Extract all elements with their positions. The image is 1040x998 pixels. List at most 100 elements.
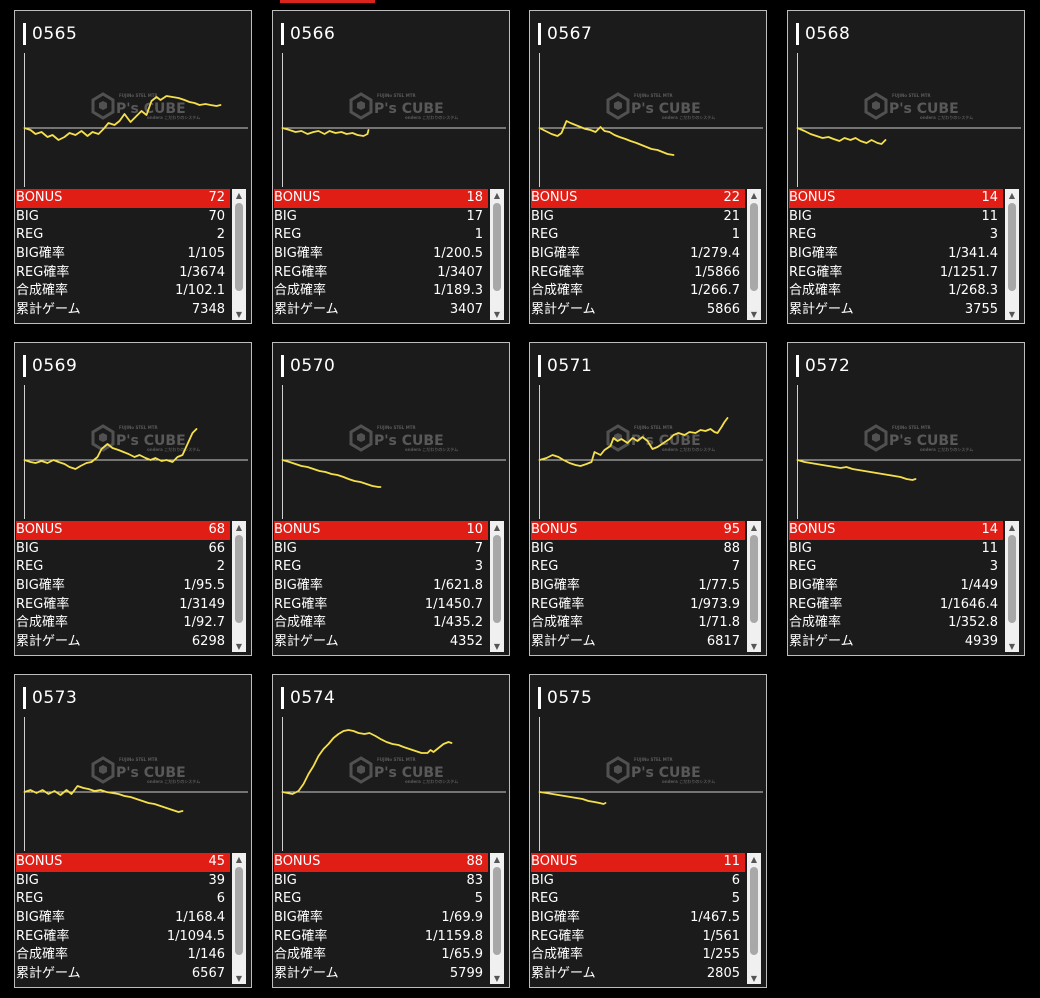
scrollbar-thumb[interactable] bbox=[493, 203, 501, 291]
scroll-up-arrow-icon[interactable]: ▲ bbox=[1008, 522, 1016, 532]
machine-card-0569[interactable]: 0569 P's CUBE FUJINo STEL MTR ondera こだわ… bbox=[14, 342, 252, 656]
scrollbar-thumb[interactable] bbox=[750, 535, 758, 623]
scroll-up-arrow-icon[interactable]: ▲ bbox=[750, 854, 758, 864]
stats-table: BONUS 45 BIG 39 REG 6 BIG確率 1/168.4 REG確率 1/1… bbox=[16, 853, 230, 984]
stats-scrollbar[interactable]: ▲ ▼ bbox=[747, 189, 761, 320]
machine-card-0566[interactable]: 0566 P's CUBE FUJINo STEL MTR ondera こだわ… bbox=[272, 10, 510, 324]
scrollbar-thumb[interactable] bbox=[235, 867, 243, 955]
scroll-up-arrow-icon[interactable]: ▲ bbox=[235, 854, 243, 864]
label-big: BIG bbox=[16, 208, 39, 224]
scroll-down-arrow-icon[interactable]: ▼ bbox=[750, 973, 758, 983]
row-big: BIG 88 bbox=[531, 540, 745, 559]
machine-number: 0572 bbox=[805, 356, 851, 376]
value-bonus: 72 bbox=[208, 190, 225, 205]
slump-graph: P's CUBE FUJINo STEL MTR ondera こだわりのシステ… bbox=[538, 717, 763, 851]
scroll-down-arrow-icon[interactable]: ▼ bbox=[1008, 641, 1016, 651]
scroll-up-arrow-icon[interactable]: ▲ bbox=[493, 522, 501, 532]
row-reg-rate: REG確率 1/1159.8 bbox=[274, 928, 488, 947]
title-accent-bar bbox=[538, 687, 541, 709]
watermark-brand: P's CUBE bbox=[631, 765, 701, 781]
row-big-rate: BIG確率 1/95.5 bbox=[16, 577, 230, 596]
scroll-down-arrow-icon[interactable]: ▼ bbox=[235, 309, 243, 319]
row-big: BIG 17 bbox=[274, 208, 488, 227]
label-bonus: BONUS bbox=[789, 522, 836, 537]
label-bonus: BONUS bbox=[789, 190, 836, 205]
stats-table: BONUS 10 BIG 7 REG 3 BIG確率 1/621.8 REG確率 1/14… bbox=[274, 521, 488, 652]
scroll-down-arrow-icon[interactable]: ▼ bbox=[493, 973, 501, 983]
stats-scrollbar[interactable]: ▲ ▼ bbox=[1005, 189, 1019, 320]
scroll-up-arrow-icon[interactable]: ▲ bbox=[493, 190, 501, 200]
cube-logo-icon bbox=[864, 92, 888, 120]
scroll-down-arrow-icon[interactable]: ▼ bbox=[750, 641, 758, 651]
cube-logo-icon bbox=[91, 424, 115, 452]
machine-card-0570[interactable]: 0570 P's CUBE FUJINo STEL MTR ondera こだわ… bbox=[272, 342, 510, 656]
label-total-games: 累計ゲーム bbox=[274, 302, 339, 318]
row-reg: REG 5 bbox=[531, 890, 745, 909]
scroll-up-arrow-icon[interactable]: ▲ bbox=[1008, 190, 1016, 200]
value-big: 11 bbox=[981, 208, 998, 224]
label-big-rate: BIG確率 bbox=[274, 910, 323, 926]
watermark-top-text: FUJINo STEL MTR bbox=[119, 757, 158, 762]
value-combined-rate: 1/189.3 bbox=[433, 283, 483, 299]
stats-scrollbar[interactable]: ▲ ▼ bbox=[232, 189, 246, 320]
scroll-up-arrow-icon[interactable]: ▲ bbox=[235, 190, 243, 200]
scroll-down-arrow-icon[interactable]: ▼ bbox=[493, 641, 501, 651]
machine-card-0575[interactable]: 0575 P's CUBE FUJINo STEL MTR ondera こだわ… bbox=[529, 674, 767, 988]
machine-card-0571[interactable]: 0571 P's CUBE FUJINo STEL MTR ondera こだわ… bbox=[529, 342, 767, 656]
stats-scrollbar[interactable]: ▲ ▼ bbox=[490, 853, 504, 984]
label-total-games: 累計ゲーム bbox=[789, 302, 854, 318]
row-combined-rate: 合成確率 1/102.1 bbox=[16, 282, 230, 301]
machine-card-0573[interactable]: 0573 P's CUBE FUJINo STEL MTR ondera こだわ… bbox=[14, 674, 252, 988]
stats-scrollbar[interactable]: ▲ ▼ bbox=[232, 853, 246, 984]
stats-scrollbar[interactable]: ▲ ▼ bbox=[490, 189, 504, 320]
stats-scrollbar[interactable]: ▲ ▼ bbox=[232, 521, 246, 652]
scrollbar-thumb[interactable] bbox=[1008, 203, 1016, 291]
machine-card-0574[interactable]: 0574 P's CUBE FUJINo STEL MTR ondera こだわ… bbox=[272, 674, 510, 988]
stats-scrollbar[interactable]: ▲ ▼ bbox=[1005, 521, 1019, 652]
watermark-brand: P's CUBE bbox=[374, 101, 444, 117]
stats-scrollbar[interactable]: ▲ ▼ bbox=[747, 853, 761, 984]
slump-line bbox=[538, 120, 675, 156]
scroll-up-arrow-icon[interactable]: ▲ bbox=[235, 522, 243, 532]
scrollbar-thumb[interactable] bbox=[235, 535, 243, 623]
value-big: 11 bbox=[981, 540, 998, 556]
scroll-down-arrow-icon[interactable]: ▼ bbox=[493, 309, 501, 319]
value-reg-rate: 1/1159.8 bbox=[424, 928, 483, 944]
pscube-watermark: P's CUBE FUJINo STEL MTR ondera こだわりのシステ… bbox=[349, 92, 458, 120]
stats-scrollbar[interactable]: ▲ ▼ bbox=[747, 521, 761, 652]
scroll-down-arrow-icon[interactable]: ▼ bbox=[235, 641, 243, 651]
machine-card-0565[interactable]: 0565 P's CUBE FUJINo STEL MTR ondera こだわ… bbox=[14, 10, 252, 324]
label-bonus: BONUS bbox=[274, 190, 321, 205]
scrollbar-thumb[interactable] bbox=[493, 535, 501, 623]
machine-title: 0569 bbox=[23, 355, 77, 377]
machine-card-0568[interactable]: 0568 P's CUBE FUJINo STEL MTR ondera こだわ… bbox=[787, 10, 1025, 324]
row-reg: REG 3 bbox=[274, 558, 488, 577]
row-big-rate: BIG確率 1/279.4 bbox=[531, 245, 745, 264]
machine-title: 0573 bbox=[23, 687, 77, 709]
scroll-up-arrow-icon[interactable]: ▲ bbox=[750, 522, 758, 532]
row-bonus: BONUS 22 bbox=[531, 189, 745, 208]
scrollbar-thumb[interactable] bbox=[750, 203, 758, 291]
value-reg: 2 bbox=[216, 227, 225, 243]
row-combined-rate: 合成確率 1/255 bbox=[531, 946, 745, 965]
row-big-rate: BIG確率 1/467.5 bbox=[531, 909, 745, 928]
scroll-down-arrow-icon[interactable]: ▼ bbox=[750, 309, 758, 319]
machine-card-0572[interactable]: 0572 P's CUBE FUJINo STEL MTR ondera こだわ… bbox=[787, 342, 1025, 656]
machine-card-0567[interactable]: 0567 P's CUBE FUJINo STEL MTR ondera こだわ… bbox=[529, 10, 767, 324]
stats-scrollbar[interactable]: ▲ ▼ bbox=[490, 521, 504, 652]
scroll-up-arrow-icon[interactable]: ▲ bbox=[750, 190, 758, 200]
scrollbar-thumb[interactable] bbox=[235, 203, 243, 291]
scrollbar-thumb[interactable] bbox=[1008, 535, 1016, 623]
machine-number: 0573 bbox=[32, 688, 78, 708]
scrollbar-thumb[interactable] bbox=[750, 867, 758, 955]
row-big: BIG 7 bbox=[274, 540, 488, 559]
scroll-down-arrow-icon[interactable]: ▼ bbox=[1008, 309, 1016, 319]
row-bonus: BONUS 72 bbox=[16, 189, 230, 208]
scrollbar-thumb[interactable] bbox=[493, 867, 501, 955]
label-bonus: BONUS bbox=[531, 854, 578, 869]
stats-table: BONUS 22 BIG 21 REG 1 BIG確率 1/279.4 REG確率 1/5… bbox=[531, 189, 745, 320]
scroll-up-arrow-icon[interactable]: ▲ bbox=[493, 854, 501, 864]
scroll-down-arrow-icon[interactable]: ▼ bbox=[235, 973, 243, 983]
stats-table: BONUS 68 BIG 66 REG 2 BIG確率 1/95.5 REG確率 1/31… bbox=[16, 521, 230, 652]
label-combined-rate: 合成確率 bbox=[274, 947, 327, 963]
